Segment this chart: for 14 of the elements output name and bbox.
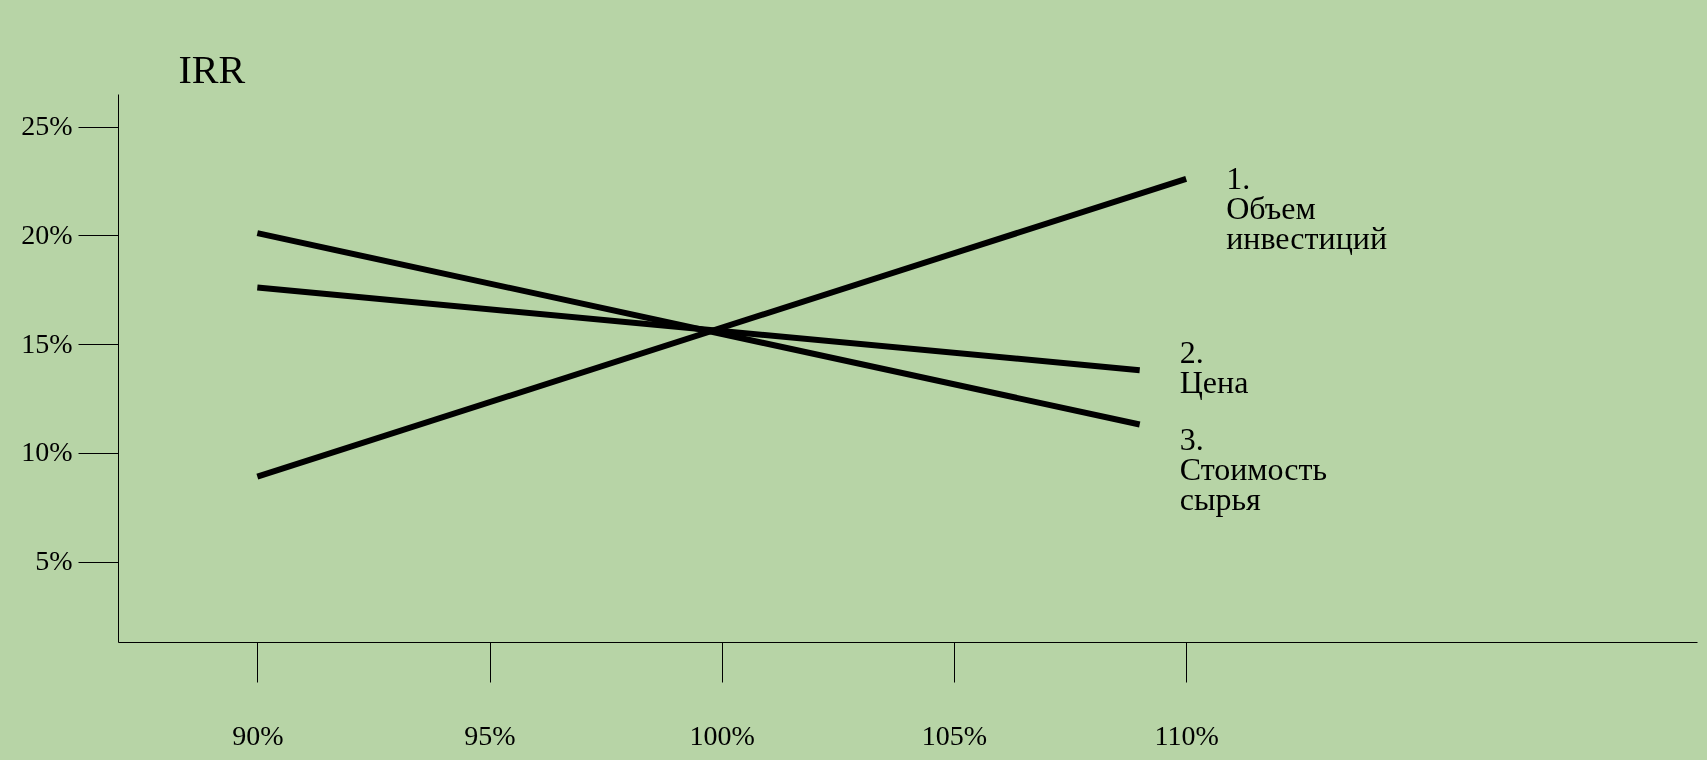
y-tick-label: 5% bbox=[35, 545, 73, 577]
y-axis-title: IRR bbox=[178, 46, 246, 92]
x-tick-label: 90% bbox=[232, 719, 284, 751]
series-label: 2. Цена bbox=[1179, 334, 1249, 401]
y-tick-label: 20% bbox=[21, 218, 73, 250]
y-tick-label: 10% bbox=[21, 436, 73, 468]
x-tick-label: 105% bbox=[921, 719, 988, 751]
y-tick-label: 15% bbox=[21, 327, 73, 359]
series-label: 3. Стоимость сырья bbox=[1179, 420, 1328, 517]
x-tick-label: 95% bbox=[464, 719, 516, 751]
series-label: 1. Объем инвестиций bbox=[1226, 159, 1388, 256]
x-tick-label: 100% bbox=[689, 719, 755, 751]
x-tick-label: 110% bbox=[1154, 719, 1219, 751]
y-tick-label: 25% bbox=[21, 110, 73, 142]
